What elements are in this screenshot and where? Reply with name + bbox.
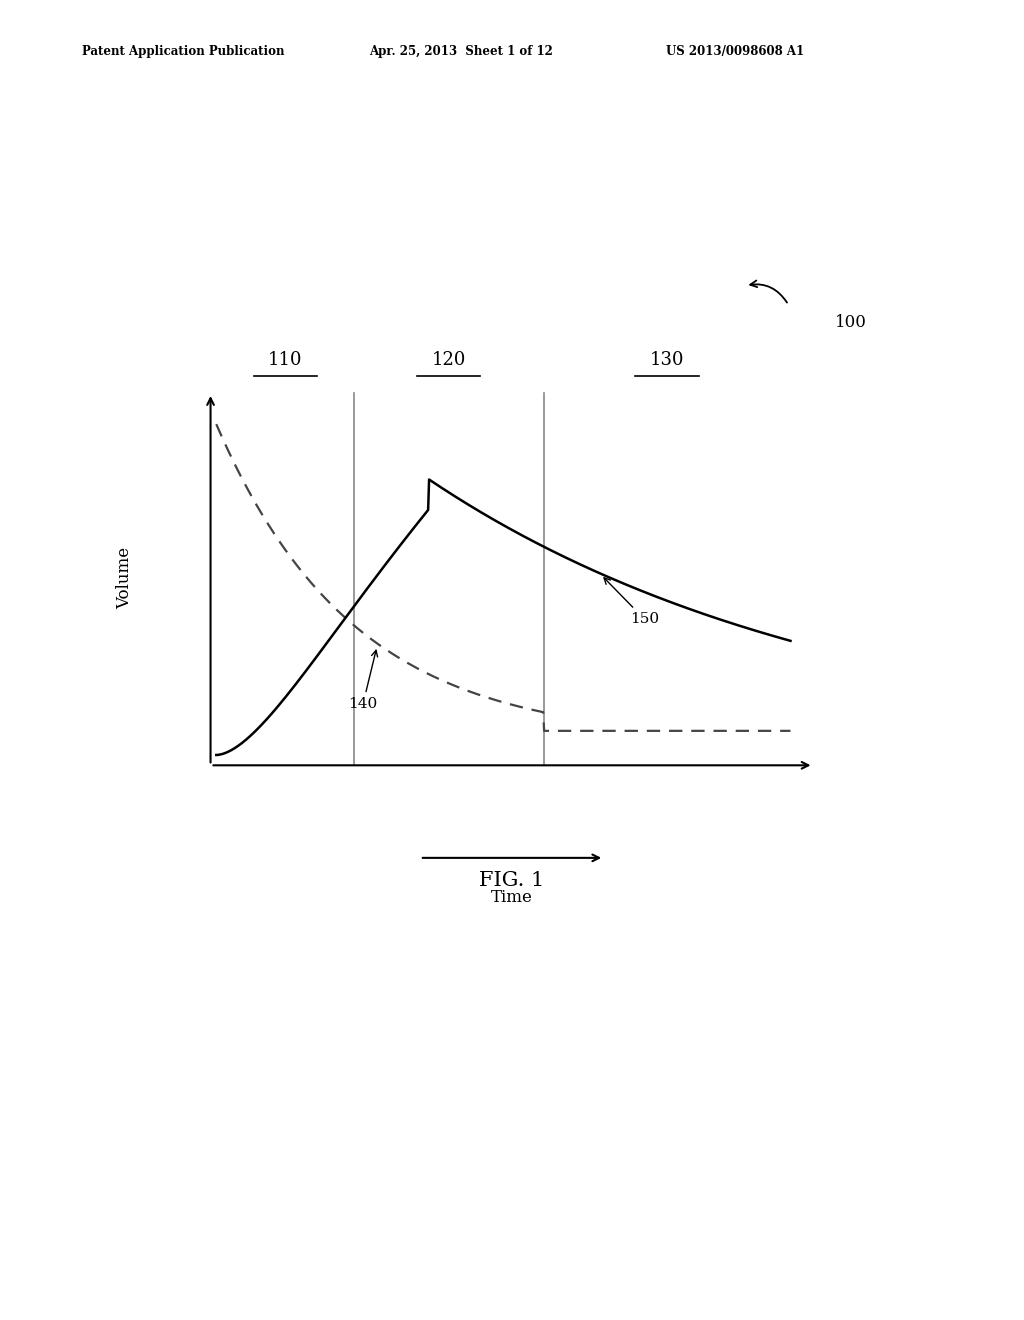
Text: 130: 130 — [650, 351, 684, 370]
Text: 140: 140 — [348, 651, 378, 711]
Text: 110: 110 — [268, 351, 302, 370]
Text: 120: 120 — [432, 351, 466, 370]
Text: Time: Time — [492, 890, 532, 906]
Text: Volume: Volume — [117, 546, 133, 609]
Text: Apr. 25, 2013  Sheet 1 of 12: Apr. 25, 2013 Sheet 1 of 12 — [369, 45, 553, 58]
Text: 100: 100 — [835, 314, 866, 331]
Text: 150: 150 — [604, 578, 658, 626]
Text: FIG. 1: FIG. 1 — [479, 871, 545, 890]
Text: US 2013/0098608 A1: US 2013/0098608 A1 — [666, 45, 804, 58]
Text: Patent Application Publication: Patent Application Publication — [82, 45, 285, 58]
